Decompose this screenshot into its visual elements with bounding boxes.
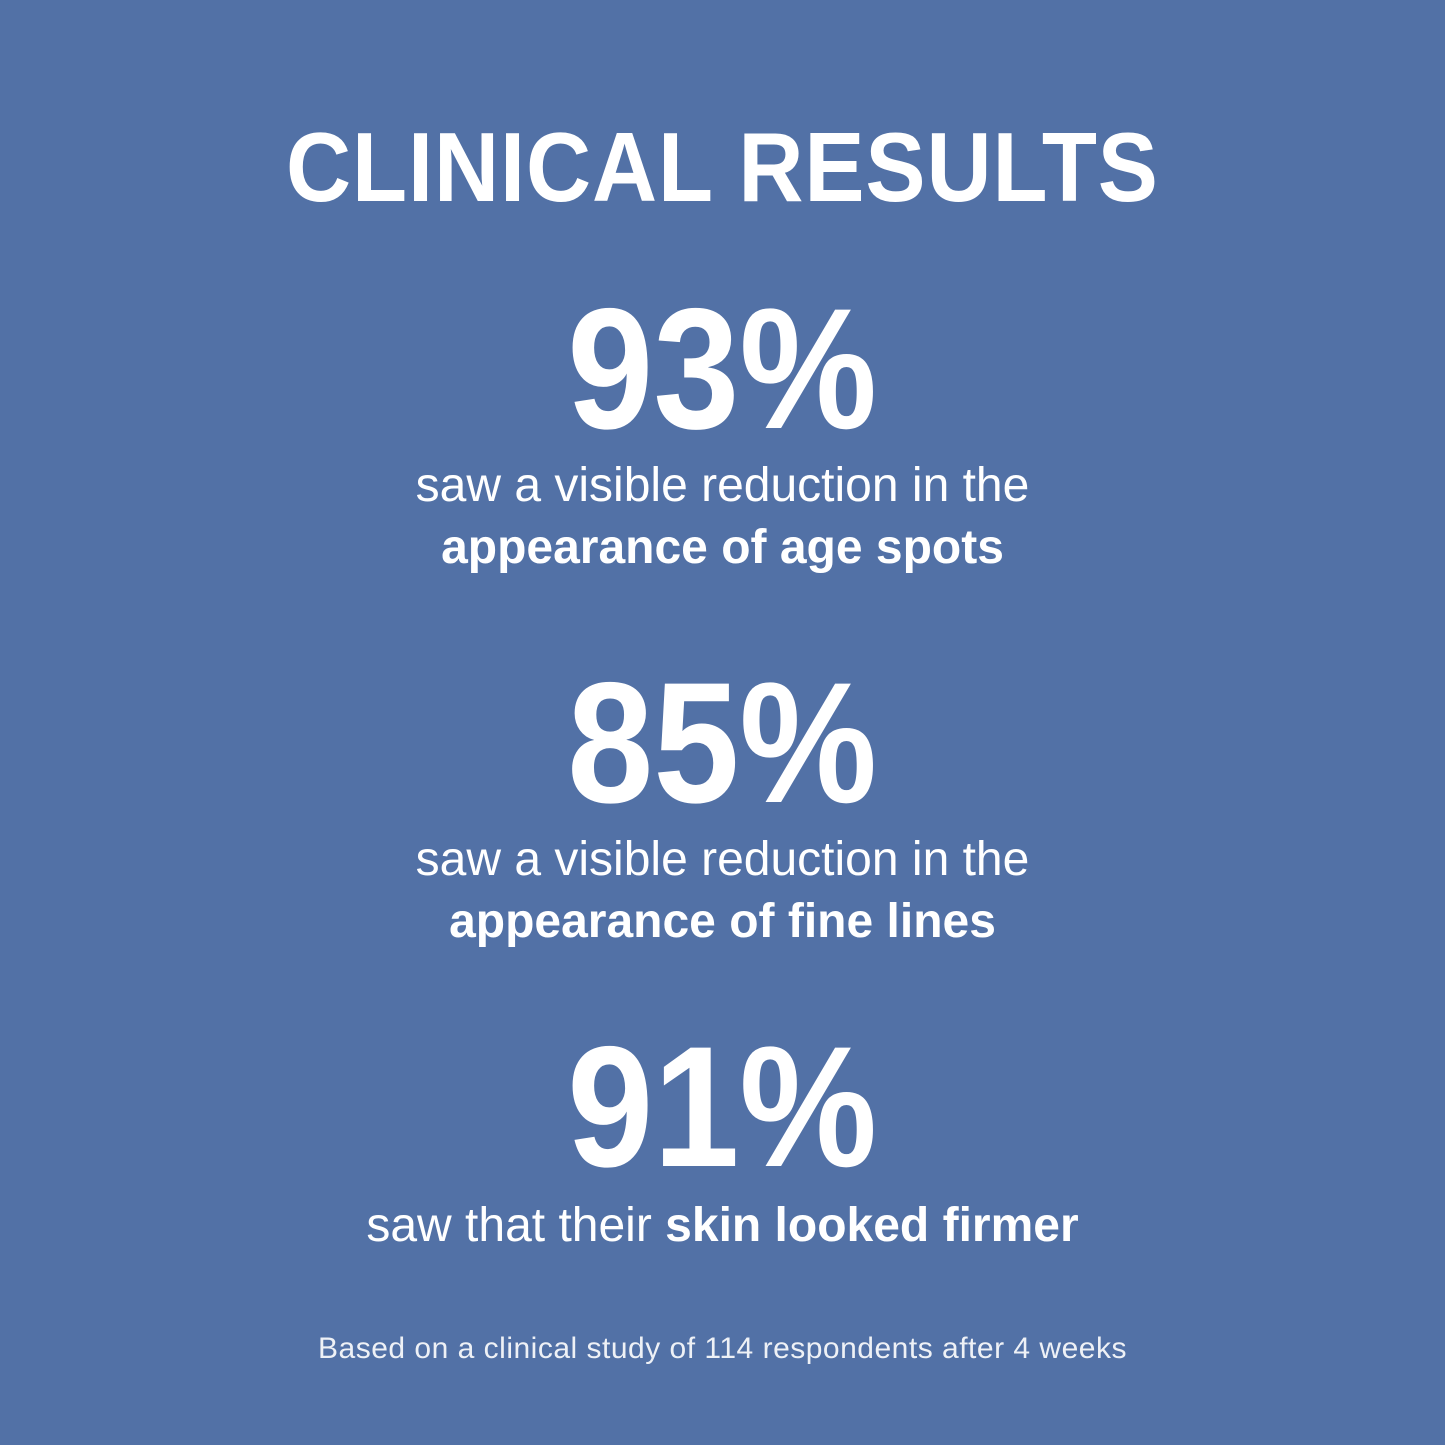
study-footnote: Based on a clinical study of 114 respond… [318, 1332, 1127, 1365]
stat-description: saw a visible reduction in the appearanc… [416, 455, 1030, 579]
stat-section-age-spots: 93% saw a visible reduction in the appea… [416, 283, 1030, 579]
stat-description: saw that their skin looked firmer [366, 1195, 1078, 1257]
stat-section-fine-lines: 85% saw a visible reduction in the appea… [416, 657, 1030, 953]
stat-description-regular: saw a visible reduction in the [415, 833, 1030, 886]
page-title: CLINICAL RESULTS [286, 112, 1159, 222]
stat-description-bold: appearance of age spots [441, 521, 1004, 574]
stat-description-bold: skin looked firmer [665, 1199, 1079, 1252]
stat-description-regular: saw that their [366, 1199, 652, 1252]
stat-section-firmer-skin: 91% saw that their skin looked firmer [366, 1021, 1078, 1257]
stat-value: 91% [567, 1011, 878, 1203]
stat-description: saw a visible reduction in the appearanc… [416, 829, 1030, 953]
stat-description-regular: saw a visible reduction in the [415, 459, 1030, 512]
stat-value: 93% [567, 273, 878, 465]
stat-description-bold: appearance of fine lines [449, 895, 996, 948]
stat-value: 85% [567, 647, 878, 839]
